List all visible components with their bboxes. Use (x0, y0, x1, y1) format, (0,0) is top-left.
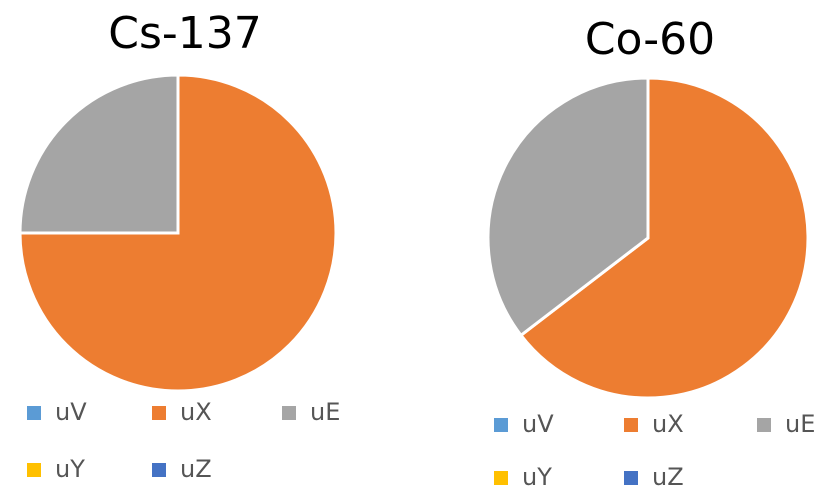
legend-swatch (152, 463, 166, 477)
legend-label: uZ (180, 455, 212, 483)
legend-label: uX (652, 410, 684, 438)
legend-label: uX (180, 398, 212, 426)
legend-swatch (757, 418, 771, 432)
chart-title: Cs-137 (108, 8, 262, 59)
legend-label: uE (310, 398, 340, 426)
pie-slice (18, 73, 180, 235)
legend-label: uZ (652, 463, 684, 488)
legend-label: uE (785, 410, 815, 438)
legend-swatch (624, 418, 638, 432)
legend-swatch (282, 406, 296, 420)
legend-swatch (27, 406, 41, 420)
legend-label: uY (522, 463, 552, 488)
chart-title: Co-60 (585, 14, 715, 65)
pie-slice (518, 76, 810, 400)
legend-label: uV (522, 410, 554, 438)
pie-slice (486, 76, 650, 338)
legend-swatch (152, 406, 166, 420)
legend-swatch (494, 418, 508, 432)
legend-label: uV (55, 398, 87, 426)
legend-swatch (494, 471, 508, 485)
legend-swatch (624, 471, 638, 485)
legend-swatch (27, 463, 41, 477)
legend-label: uY (55, 455, 85, 483)
